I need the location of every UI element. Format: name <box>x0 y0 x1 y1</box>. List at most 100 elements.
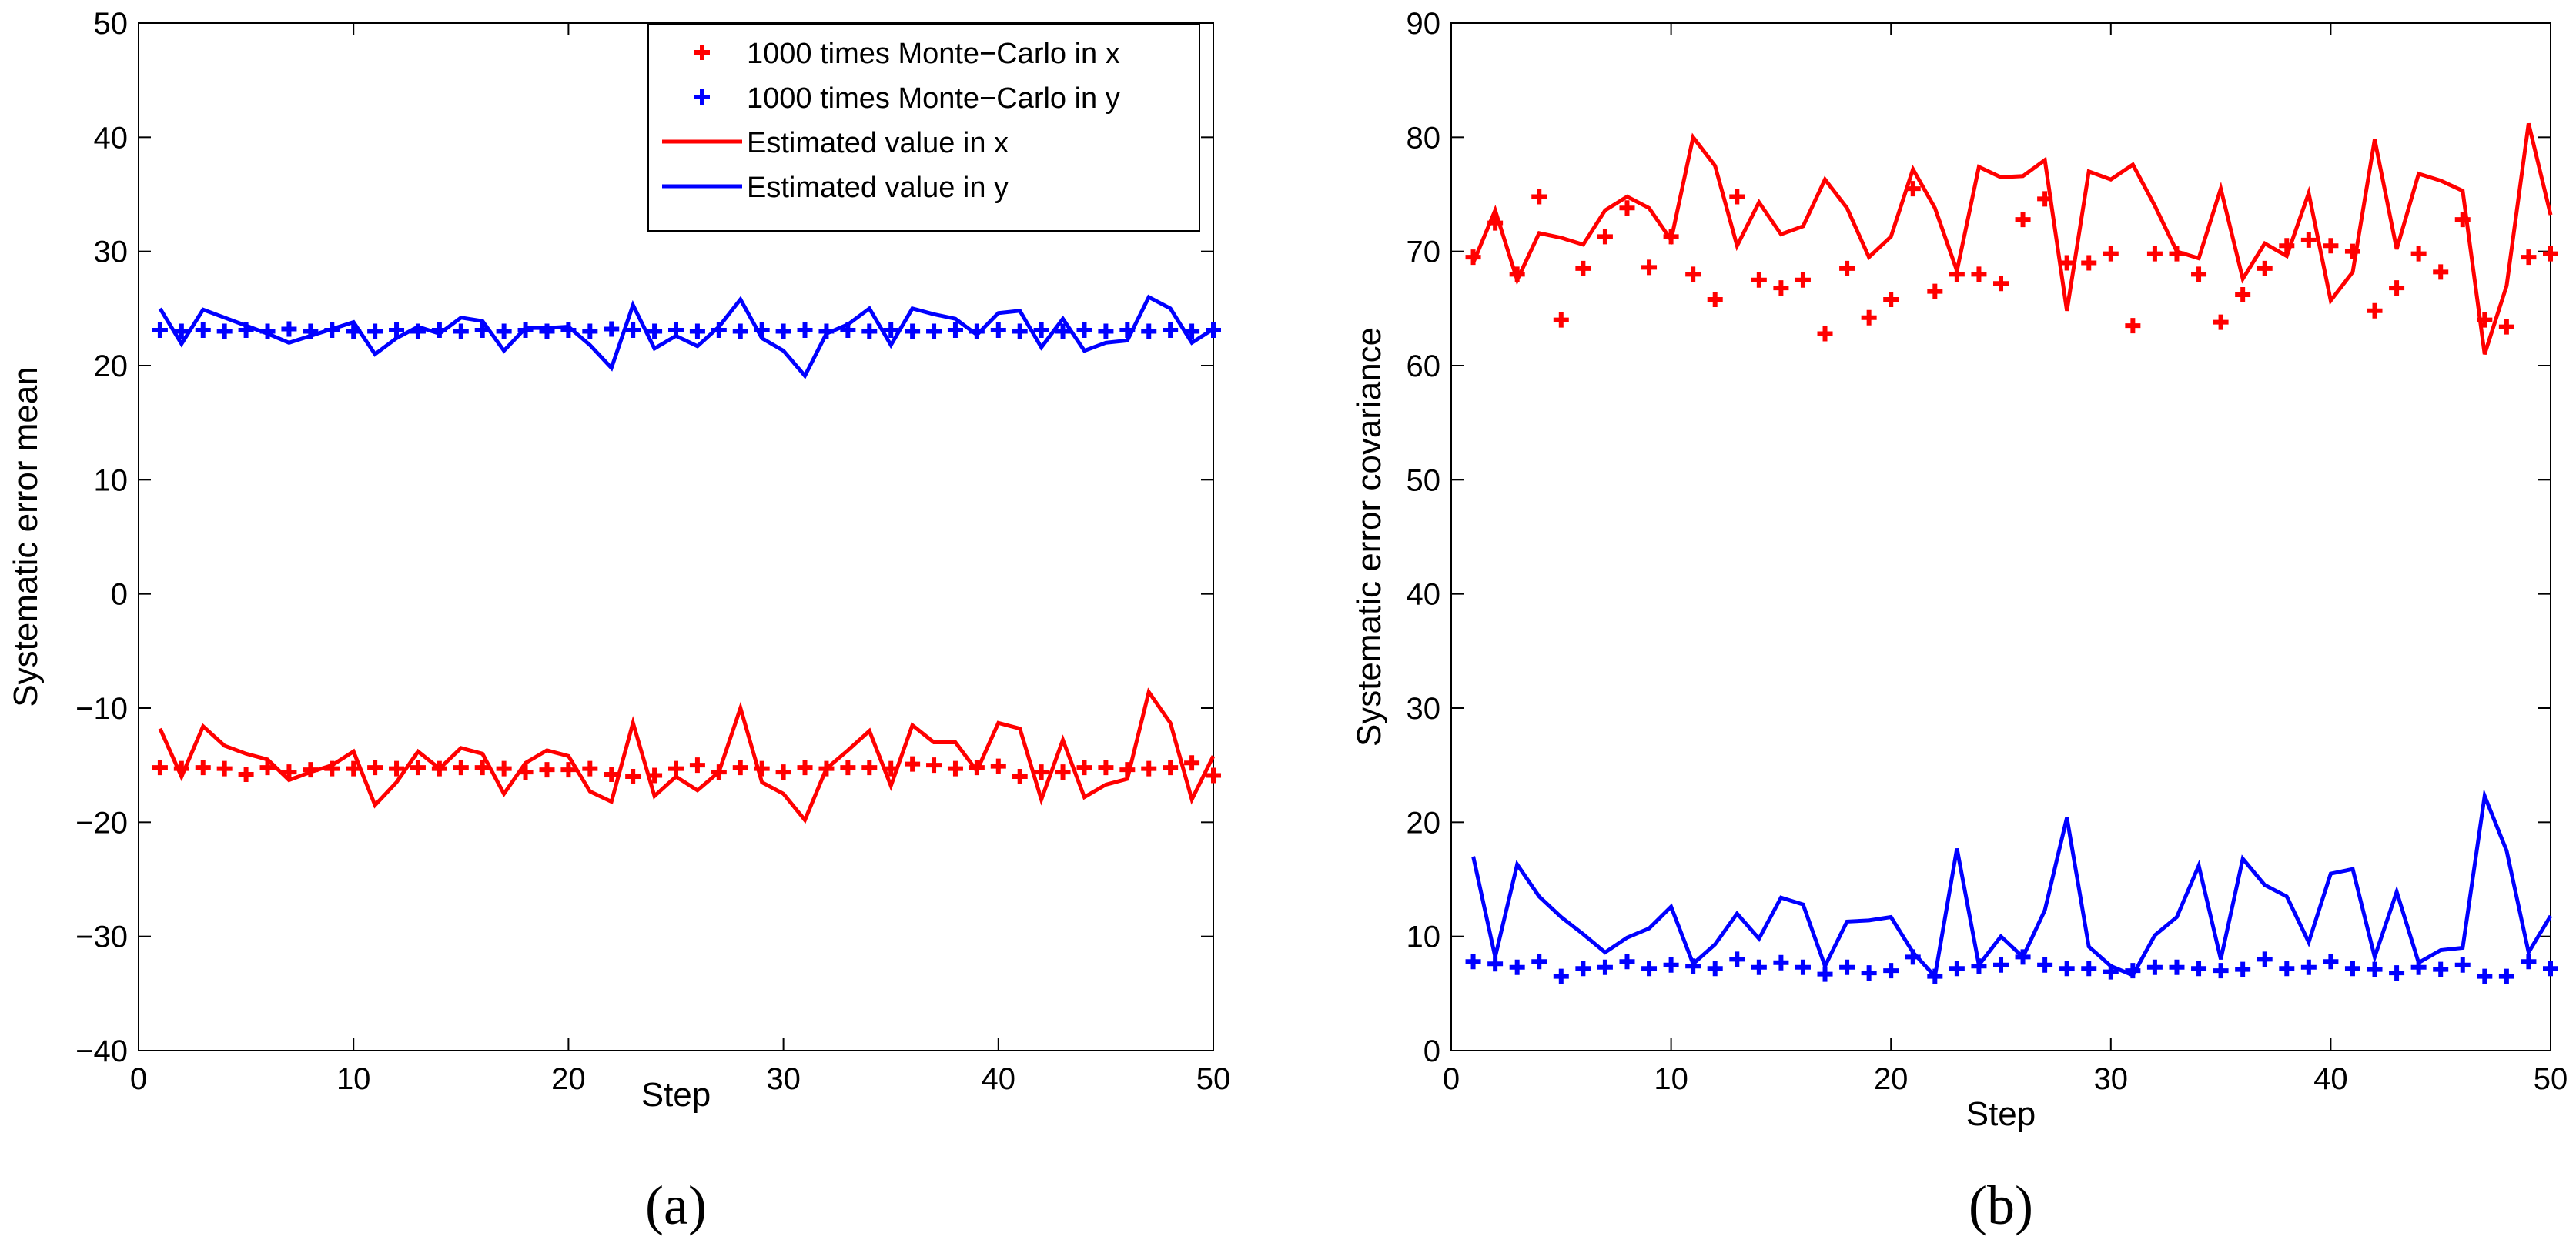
series-2-marker <box>2191 961 2207 977</box>
x-tick-label: 0 <box>130 1062 147 1096</box>
y-tick-label: 90 <box>1407 7 1441 41</box>
series-2-marker <box>2037 957 2053 973</box>
series-1-marker <box>2257 260 2273 276</box>
series-2-marker <box>389 322 405 339</box>
y-tick-label: 50 <box>94 7 129 41</box>
series-1-marker <box>689 757 705 774</box>
series-1-marker <box>152 760 168 776</box>
series-2-marker <box>604 321 620 337</box>
series-2-marker <box>2300 959 2317 975</box>
y-axis-label: Systematic error covariance <box>1350 327 1388 747</box>
y-tick-label: 20 <box>1407 806 1441 840</box>
series-2-marker <box>1751 959 1767 975</box>
y-tick-label: −10 <box>75 692 128 726</box>
y-tick-label: 40 <box>94 121 129 155</box>
series-1-marker <box>1795 272 1811 288</box>
series-2-marker <box>2433 961 2449 977</box>
series-1-marker <box>1553 312 1569 328</box>
series-1-marker <box>2323 238 2339 254</box>
series-2-marker <box>453 323 469 339</box>
series-2-marker <box>496 323 512 339</box>
series-1-marker <box>926 757 942 774</box>
figure-caption: (a) <box>645 1175 707 1236</box>
series-1-marker <box>1055 764 1071 780</box>
y-tick-label: 40 <box>1407 578 1441 612</box>
series-2-marker <box>2059 961 2075 977</box>
series-1-marker <box>238 767 254 783</box>
series-2-marker <box>1465 954 1481 970</box>
series-1-marker <box>496 760 512 777</box>
series-1-marker <box>1707 291 1723 307</box>
x-tick-label: 40 <box>982 1062 1016 1096</box>
series-2-marker <box>1729 951 1745 967</box>
y-tick-label: −40 <box>75 1034 128 1068</box>
series-1-marker <box>1575 260 1591 276</box>
series-1-marker <box>775 764 791 780</box>
chart-a-systematic-error-mean: 0 10 20 30 40 50 −40 −30 −20 −10 0 10 20 30 40 50 Step Sy… <box>7 7 1230 1236</box>
series-2-marker <box>732 323 748 339</box>
series-1-marker <box>604 767 620 783</box>
series-1-marker <box>1685 266 1701 282</box>
figure-caption: (b) <box>1969 1175 2033 1236</box>
series-1-marker <box>732 760 748 776</box>
series-2-marker <box>1076 322 1092 339</box>
series-1-marker <box>1817 326 1833 342</box>
series-1-marker <box>195 760 211 776</box>
series-1-marker <box>2213 314 2229 330</box>
series-3-line <box>1471 122 2553 355</box>
series-1-marker <box>389 760 405 777</box>
series-1-marker <box>2191 266 2207 282</box>
series-1-marker <box>1883 291 1899 307</box>
series-2-marker <box>2367 961 2383 977</box>
series-4-line <box>1471 788 2553 981</box>
legend-entry-label: 1000 times Monte−Carlo in x <box>747 38 1120 70</box>
series-2-marker <box>797 322 813 339</box>
series-1-marker <box>2146 246 2163 262</box>
series-2-marker <box>152 322 168 339</box>
y-tick-label: −30 <box>75 921 128 954</box>
series-2-marker <box>905 323 921 339</box>
legend-marker-swatch <box>694 45 710 60</box>
series-1-marker <box>1773 280 1789 296</box>
series-1-marker <box>861 760 878 776</box>
series-2-marker <box>883 322 899 339</box>
series-1-marker <box>1098 760 1114 776</box>
series-1-marker <box>1729 189 1745 205</box>
series-1-marker <box>625 769 641 784</box>
plot-frame <box>1450 22 2551 1051</box>
series-1-marker <box>2300 232 2317 248</box>
series-2-marker <box>926 323 942 339</box>
series-1-marker <box>1141 760 1157 777</box>
series-1-marker <box>2410 246 2427 262</box>
series-1-marker <box>1971 266 1987 282</box>
series-2-marker <box>1883 963 1899 979</box>
series-2-marker <box>1839 959 1855 975</box>
series-1-marker <box>1619 200 1635 216</box>
y-tick-label: −20 <box>75 806 128 840</box>
series-2-marker <box>1012 323 1028 339</box>
series-1-marker <box>259 760 276 776</box>
legend-entry-label: 1000 times Monte−Carlo in y <box>747 82 1120 115</box>
series-2-marker <box>2235 961 2251 977</box>
series-2-marker <box>1773 954 1789 971</box>
y-tick-label: 0 <box>111 578 128 612</box>
series-2-marker <box>195 322 211 339</box>
series-2-marker <box>625 322 641 339</box>
x-tick-label: 20 <box>551 1062 586 1096</box>
series-1-marker <box>840 760 856 776</box>
series-2-marker <box>1949 961 1965 977</box>
y-tick-label: 10 <box>1407 921 1441 954</box>
x-tick-label: 40 <box>2313 1062 2348 1096</box>
legend: 1000 times Monte−Carlo in x 1000 times Mo… <box>647 24 1200 232</box>
y-axis-label: Systematic error mean <box>7 366 45 707</box>
series-2-marker <box>2454 957 2471 973</box>
y-tick-label: 10 <box>94 463 129 497</box>
chart-b-systematic-error-covariance: 0 10 20 30 40 50 0 10 20 30 40 50 60 70 80 90 Step System… <box>1350 7 2568 1236</box>
legend-box <box>647 24 1200 232</box>
y-tick-label: 70 <box>1407 236 1441 269</box>
x-tick-label: 10 <box>336 1062 371 1096</box>
x-tick-label: 30 <box>766 1062 801 1096</box>
series-2-marker <box>1141 323 1157 339</box>
series-1-marker <box>1839 260 1855 276</box>
